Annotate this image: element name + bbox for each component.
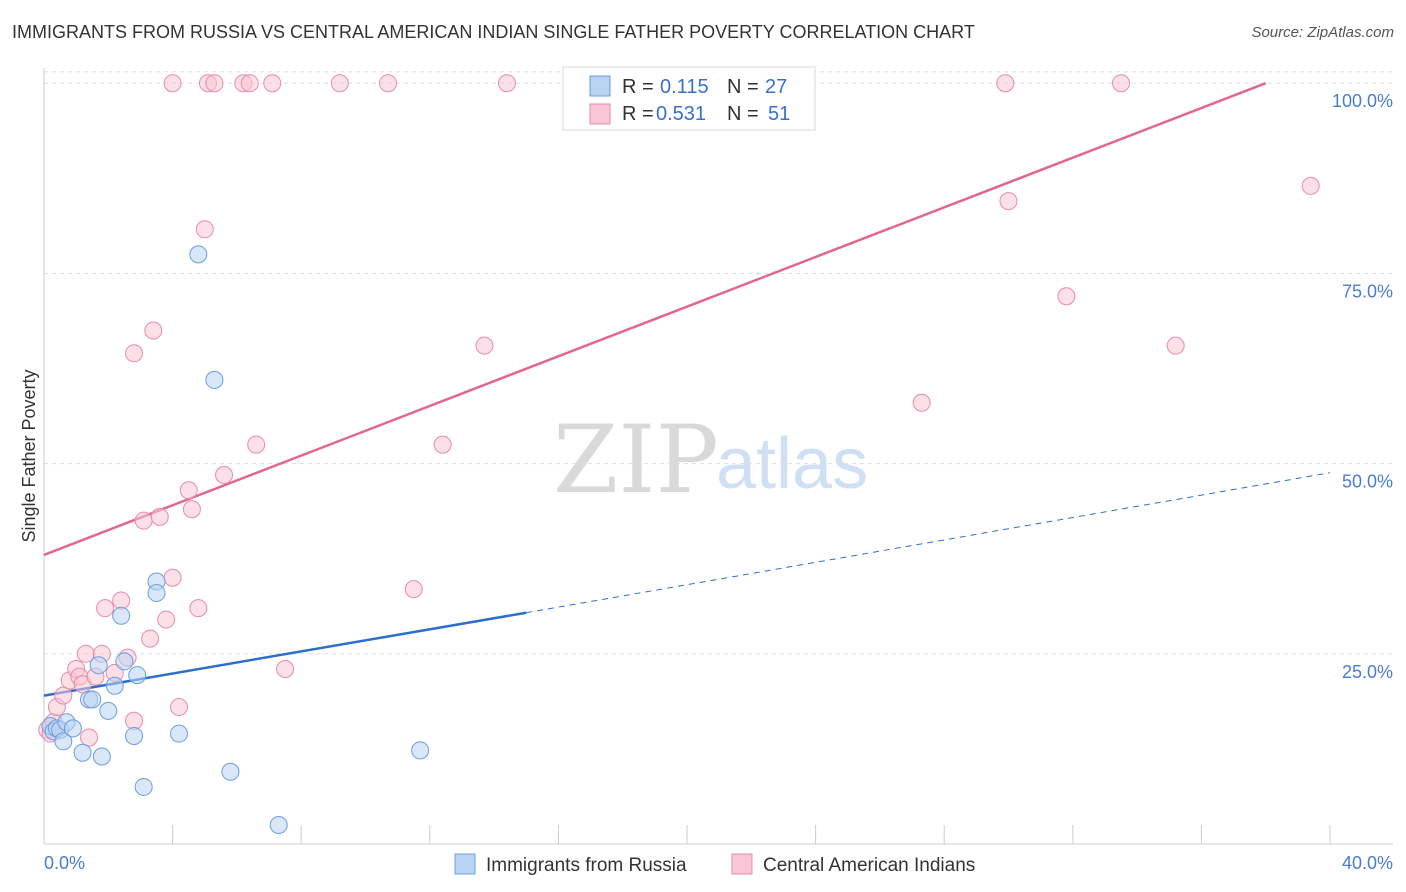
- y-axis-label: Single Father Poverty: [19, 369, 39, 542]
- legend-r-label: R =: [622, 103, 654, 125]
- point-central-american-indians: [263, 74, 282, 93]
- point-central-american-indians: [54, 686, 73, 705]
- point-central-american-indians: [134, 511, 153, 530]
- point-central-american-indians: [1301, 176, 1320, 195]
- legend-n-label: N =: [727, 103, 759, 125]
- point-central-american-indians: [404, 580, 423, 599]
- chart-title: IMMIGRANTS FROM RUSSIA VS CENTRAL AMERIC…: [12, 22, 975, 42]
- point-central-american-indians: [205, 74, 224, 93]
- point-immigrants-from-russia: [115, 652, 134, 671]
- point-central-american-indians: [182, 500, 201, 519]
- point-central-american-indians: [996, 74, 1015, 93]
- axes: [43, 68, 1393, 845]
- legend-r-label: R =: [622, 76, 654, 98]
- legend-box: R = 0.115 N = 27 R = 0.531 N = 51: [562, 66, 816, 131]
- watermark-zip: ZIP: [553, 406, 719, 515]
- point-central-american-indians: [330, 74, 349, 93]
- watermark: ZIP atlas: [553, 406, 868, 515]
- trend-line-russia: [43, 611, 527, 697]
- x-tick-label-max: 40.0%: [1342, 853, 1393, 873]
- point-immigrants-from-russia: [63, 719, 82, 738]
- point-central-american-indians: [379, 74, 398, 93]
- point-immigrants-from-russia: [99, 701, 118, 720]
- point-central-american-indians: [170, 698, 189, 717]
- point-immigrants-from-russia: [73, 743, 92, 762]
- point-central-american-indians: [276, 660, 295, 679]
- y-tick-label: 25.0%: [1342, 662, 1393, 682]
- point-central-american-indians: [163, 74, 182, 93]
- grid-lines: [44, 71, 1393, 655]
- point-central-american-indians: [497, 74, 516, 93]
- bottom-legend: Immigrants from Russia Central American …: [454, 853, 975, 876]
- point-central-american-indians: [163, 568, 182, 587]
- bottom-legend-swatch-cai: [731, 853, 753, 875]
- legend-n-value: 51: [768, 103, 790, 125]
- point-central-american-indians: [240, 74, 259, 93]
- trend-line-russia-extension: [526, 472, 1331, 614]
- point-central-american-indians: [1057, 287, 1076, 306]
- bottom-legend-label-russia: Immigrants from Russia: [486, 855, 687, 876]
- bottom-legend-swatch-russia: [454, 853, 476, 875]
- point-immigrants-from-russia: [269, 815, 288, 834]
- point-central-american-indians: [912, 393, 931, 412]
- point-central-american-indians: [80, 728, 99, 747]
- point-central-american-indians: [247, 435, 266, 454]
- legend-r-value: 0.115: [660, 76, 709, 98]
- point-immigrants-from-russia: [105, 676, 124, 695]
- y-tick-label: 50.0%: [1342, 472, 1393, 492]
- point-central-american-indians: [141, 629, 160, 648]
- point-immigrants-from-russia: [83, 690, 102, 709]
- legend-r-value: 0.531: [656, 103, 706, 125]
- legend-n-value: 27: [765, 76, 787, 98]
- point-immigrants-from-russia: [92, 747, 111, 766]
- point-immigrants-from-russia: [221, 762, 240, 781]
- bottom-legend-label-cai: Central American Indians: [763, 855, 975, 876]
- point-immigrants-from-russia: [134, 777, 153, 796]
- point-central-american-indians: [179, 481, 198, 500]
- scatter-points: [38, 74, 1320, 834]
- legend-swatch-russia: [589, 75, 611, 97]
- point-immigrants-from-russia: [125, 726, 144, 745]
- point-central-american-indians: [475, 336, 494, 355]
- point-central-american-indians: [1166, 336, 1185, 355]
- point-central-american-indians: [150, 507, 169, 526]
- point-central-american-indians: [112, 591, 131, 610]
- point-central-american-indians: [144, 321, 163, 340]
- legend-swatch-cai: [589, 103, 611, 125]
- x-tick-label-min: 0.0%: [44, 853, 85, 873]
- legend-n-label: N =: [727, 76, 759, 98]
- y-tick-label: 100.0%: [1332, 91, 1393, 111]
- point-immigrants-from-russia: [147, 583, 166, 602]
- point-immigrants-from-russia: [411, 741, 430, 760]
- point-central-american-indians: [999, 192, 1018, 211]
- trend-lines: [43, 82, 1331, 697]
- point-immigrants-from-russia: [170, 724, 189, 743]
- point-central-american-indians: [215, 466, 234, 485]
- trend-line-cai: [43, 82, 1267, 557]
- chart-source: Source: ZipAtlas.com: [1251, 24, 1394, 41]
- point-immigrants-from-russia: [112, 606, 131, 625]
- point-central-american-indians: [189, 599, 208, 618]
- point-immigrants-from-russia: [89, 656, 108, 675]
- point-immigrants-from-russia: [205, 370, 224, 389]
- point-immigrants-from-russia: [54, 732, 73, 751]
- point-central-american-indians: [125, 344, 144, 363]
- point-central-american-indians: [1112, 74, 1131, 93]
- point-immigrants-from-russia: [128, 666, 147, 685]
- point-immigrants-from-russia: [189, 245, 208, 264]
- point-central-american-indians: [96, 599, 115, 618]
- point-central-american-indians: [157, 610, 176, 629]
- point-central-american-indians: [433, 435, 452, 454]
- y-tick-label: 75.0%: [1342, 281, 1393, 301]
- point-central-american-indians: [125, 711, 144, 730]
- point-central-american-indians: [195, 220, 214, 239]
- y-tick-labels: 25.0% 50.0% 75.0% 100.0%: [1332, 91, 1393, 682]
